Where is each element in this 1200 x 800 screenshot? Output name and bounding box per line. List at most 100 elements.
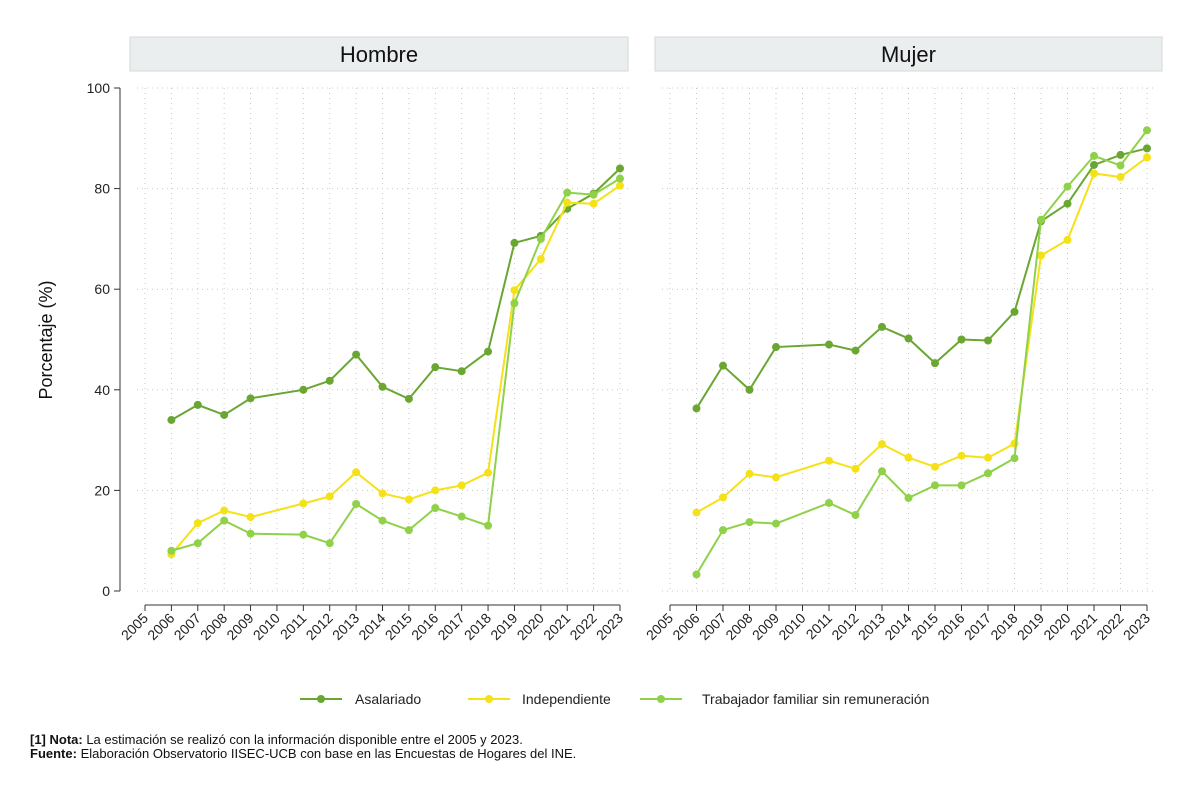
data-point — [193, 519, 202, 528]
panel-hombre: Hombre0204060801002005200620072008200920… — [87, 36, 629, 643]
data-point — [745, 385, 754, 394]
data-point — [772, 343, 780, 352]
data-point — [984, 469, 992, 478]
data-point — [957, 335, 966, 344]
data-point — [1143, 126, 1151, 135]
data-point — [246, 513, 255, 522]
legend: Asalariado Independiente Trabajador famili… — [300, 691, 929, 707]
data-point — [616, 181, 624, 190]
series-line — [695, 129, 1148, 575]
data-point — [1116, 150, 1125, 159]
y-tick-label: 0 — [102, 583, 110, 599]
data-point — [431, 504, 440, 513]
data-point — [825, 340, 833, 349]
data-point — [1063, 199, 1072, 208]
data-point — [1116, 161, 1125, 170]
panel-title: Mujer — [881, 42, 936, 67]
data-point — [193, 400, 202, 409]
panel-title: Hombre — [340, 42, 418, 67]
note-text: La estimación se realizó con la informac… — [82, 732, 523, 747]
data-point — [325, 376, 334, 385]
x-tick-label: 2019 — [1014, 610, 1047, 643]
data-point — [404, 394, 413, 403]
legend-swatch-marker — [485, 695, 493, 703]
x-tick-label: 2011 — [277, 610, 310, 643]
data-point — [878, 467, 886, 476]
legend-item: Independiente — [468, 691, 611, 707]
legend-swatch-marker — [317, 695, 325, 703]
data-point — [616, 174, 624, 183]
data-point — [510, 238, 519, 247]
x-tick-label: 2023 — [1120, 610, 1153, 643]
x-tick-label: 2020 — [514, 610, 547, 643]
data-point — [851, 511, 860, 520]
data-point — [1037, 215, 1045, 224]
data-point — [878, 322, 886, 331]
data-point — [246, 394, 255, 403]
x-tick-label: 2006 — [669, 610, 702, 643]
source-line: Fuente: Elaboración Observatorio IISEC-U… — [30, 747, 576, 761]
data-point — [931, 462, 939, 471]
data-point — [246, 529, 255, 538]
x-tick-label: 2012 — [828, 610, 861, 643]
data-point — [692, 570, 701, 579]
data-point — [352, 468, 361, 477]
data-point — [378, 382, 387, 391]
data-point — [1010, 307, 1019, 316]
panel-header — [129, 36, 629, 72]
data-point — [484, 521, 493, 530]
data-point — [851, 464, 860, 473]
data-point — [457, 512, 466, 521]
data-point — [299, 530, 308, 539]
x-tick-label: 2022 — [566, 610, 599, 643]
note-line: [1] Nota: La estimación se realizó con l… — [30, 733, 576, 747]
y-tick-label: 100 — [87, 80, 111, 96]
series-line — [170, 184, 621, 555]
data-point — [352, 499, 361, 508]
y-tick-label: 40 — [94, 382, 110, 398]
x-tick-label: 2017 — [961, 610, 994, 643]
data-point — [1090, 151, 1098, 160]
x-tick-label: 2023 — [593, 610, 626, 643]
data-point — [904, 493, 913, 502]
data-point — [193, 539, 202, 548]
notes: [1] Nota: La estimación se realizó con l… — [30, 733, 576, 761]
legend-label: Independiente — [522, 691, 611, 707]
data-point — [457, 367, 466, 376]
data-point — [616, 164, 624, 173]
data-point — [1037, 251, 1045, 260]
data-point — [378, 516, 387, 525]
data-point — [1143, 144, 1151, 153]
legend-label: Trabajador familiar sin remuneración — [702, 691, 929, 707]
data-point — [745, 518, 754, 527]
data-point — [851, 346, 860, 355]
data-point — [904, 334, 913, 343]
data-point — [719, 526, 727, 535]
note-label: [1] Nota: — [30, 732, 83, 747]
data-point — [589, 199, 598, 208]
y-tick-label: 20 — [94, 482, 110, 498]
data-point — [404, 495, 413, 504]
data-point — [431, 363, 440, 372]
data-point — [589, 190, 598, 199]
data-point — [984, 336, 992, 345]
data-point — [1063, 235, 1072, 244]
data-point — [825, 498, 833, 507]
legend-item: Asalariado — [300, 691, 421, 707]
x-tick-label: 2012 — [302, 610, 335, 643]
data-point — [692, 508, 701, 517]
x-tick-label: 2005 — [643, 610, 676, 643]
x-tick-label: 2013 — [855, 610, 888, 643]
data-point — [1090, 160, 1098, 169]
x-tick-label: 2019 — [487, 610, 520, 643]
series-line — [696, 156, 1148, 514]
data-point — [220, 516, 229, 525]
data-point — [299, 499, 308, 508]
panel-header — [654, 36, 1163, 72]
x-tick-label: 2010 — [250, 610, 283, 643]
x-tick-label: 2005 — [118, 610, 151, 643]
x-tick-label: 2014 — [881, 610, 914, 643]
data-point — [692, 404, 701, 413]
x-tick-label: 2015 — [382, 610, 415, 643]
